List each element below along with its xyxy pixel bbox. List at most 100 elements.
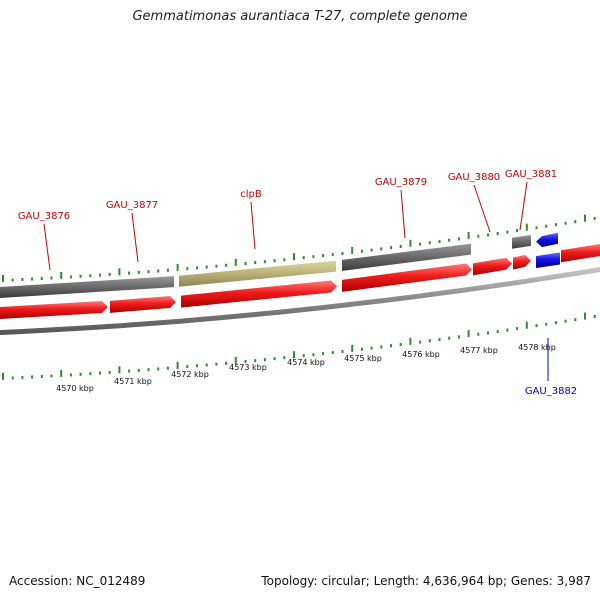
inner-minor-tick [593, 315, 596, 318]
outer-minor-tick [186, 267, 189, 271]
inner-minor-tick [89, 372, 92, 376]
outer-minor-tick [254, 261, 257, 265]
outer-minor-tick [137, 270, 140, 274]
inner-major-tick [351, 344, 354, 352]
outer-minor-tick [428, 241, 431, 245]
outer-minor-tick [225, 263, 228, 267]
inner-major-tick [60, 369, 63, 377]
axis-label-group: 4570 kbp 4571 kbp 4572 kbp 4573 kbp 4574 kbp… [56, 343, 556, 393]
outer-major-tick [118, 268, 121, 276]
outer-minor-tick [302, 256, 305, 260]
gene-label-group: GAU_3876 GAU_3877 clpB GAU_3879 GAU_3880 GAU_… [18, 169, 577, 397]
outer-minor-tick [496, 232, 499, 235]
inner-minor-tick [360, 347, 363, 351]
inner-minor-tick [370, 346, 373, 350]
outer-major-tick [2, 274, 4, 282]
red-feature-arrow [561, 244, 600, 263]
inner-minor-tick [428, 339, 431, 343]
inner-minor-tick [11, 376, 14, 380]
outer-minor-tick [263, 260, 266, 264]
inner-major-tick [467, 330, 470, 338]
inner-minor-tick [50, 374, 53, 378]
inner-major-tick [584, 312, 586, 320]
outer-minor-tick [554, 223, 557, 227]
inner-major-tick [293, 351, 295, 359]
inner-minor-tick [574, 318, 577, 322]
outer-minor-tick [487, 233, 489, 237]
gene-label: GAU_3881 [505, 169, 557, 180]
outer-minor-tick [215, 264, 218, 268]
outer-minor-tick [419, 242, 422, 246]
map-title: Gemmatimonas aurantiaca T-27, complete g… [132, 9, 468, 24]
inner-minor-tick [215, 362, 218, 366]
inner-minor-tick [399, 343, 402, 346]
axis-position-label: 4571 kbp [114, 377, 152, 386]
red-feature-arrow [181, 280, 337, 308]
inner-minor-tick [312, 353, 315, 357]
inner-major-tick [234, 356, 237, 364]
gray-feature-arrow [512, 234, 531, 249]
outer-minor-tick [244, 262, 247, 265]
feature-track [0, 232, 600, 319]
outer-minor-tick [11, 278, 14, 282]
genome-backbone [0, 267, 600, 335]
gray-feature-arrow [0, 276, 174, 298]
outer-tick-track [2, 214, 596, 282]
outer-minor-tick [196, 266, 198, 270]
inner-tick-track [2, 312, 596, 380]
inner-minor-tick [506, 328, 509, 332]
inner-minor-tick [496, 330, 499, 333]
inner-minor-tick [31, 375, 34, 379]
inner-minor-tick [331, 351, 334, 355]
inner-minor-tick [166, 366, 169, 370]
outer-minor-tick [205, 265, 208, 269]
outer-minor-tick [516, 229, 519, 233]
gene-label: clpB [240, 189, 262, 200]
inner-minor-tick [273, 357, 276, 361]
inner-minor-tick [108, 370, 111, 374]
inner-major-tick [176, 361, 179, 369]
inner-minor-tick [69, 373, 72, 377]
outer-minor-tick [564, 221, 567, 225]
outer-minor-tick [99, 273, 101, 277]
outer-minor-tick [545, 224, 548, 228]
gene-label: GAU_3876 [18, 211, 70, 222]
axis-position-label: 4572 kbp [171, 370, 209, 379]
inner-major-tick [525, 321, 528, 329]
gene-label-leader-line [43, 223, 51, 271]
outer-major-tick [467, 232, 470, 240]
gray-feature-arrow [342, 243, 471, 271]
inner-minor-tick [196, 364, 198, 368]
outer-major-tick [351, 246, 354, 254]
outer-major-tick [234, 258, 237, 266]
inner-minor-tick [341, 350, 344, 353]
outer-minor-tick [312, 255, 315, 259]
gene-label-leader-line [131, 212, 139, 263]
red-feature-arrow [513, 254, 531, 270]
outer-minor-tick [79, 274, 82, 278]
inner-major-tick [118, 366, 121, 374]
axis-position-label: 4574 kbp [287, 358, 325, 367]
outer-minor-tick [273, 259, 276, 263]
gene-label: GAU_3877 [106, 200, 158, 211]
inner-minor-tick [225, 361, 228, 365]
inner-minor-tick [263, 358, 266, 362]
inner-minor-tick [545, 322, 548, 326]
outer-minor-tick [390, 246, 392, 250]
outer-minor-tick [331, 253, 334, 257]
axis-position-label: 4578 kbp [518, 343, 556, 352]
outer-minor-tick [341, 252, 344, 255]
outer-minor-tick [108, 272, 111, 276]
inner-major-tick [409, 337, 412, 345]
gene-label: GAU_3879 [375, 177, 427, 188]
inner-minor-tick [390, 344, 392, 348]
inner-minor-tick [302, 354, 305, 358]
outer-minor-tick [574, 220, 577, 224]
inner-minor-tick [419, 340, 422, 344]
outer-major-tick [60, 271, 63, 279]
blue-feature-arrow [536, 232, 558, 248]
outer-minor-tick [322, 254, 325, 258]
blue-feature-arrow [536, 252, 560, 269]
outer-minor-tick [360, 249, 363, 253]
